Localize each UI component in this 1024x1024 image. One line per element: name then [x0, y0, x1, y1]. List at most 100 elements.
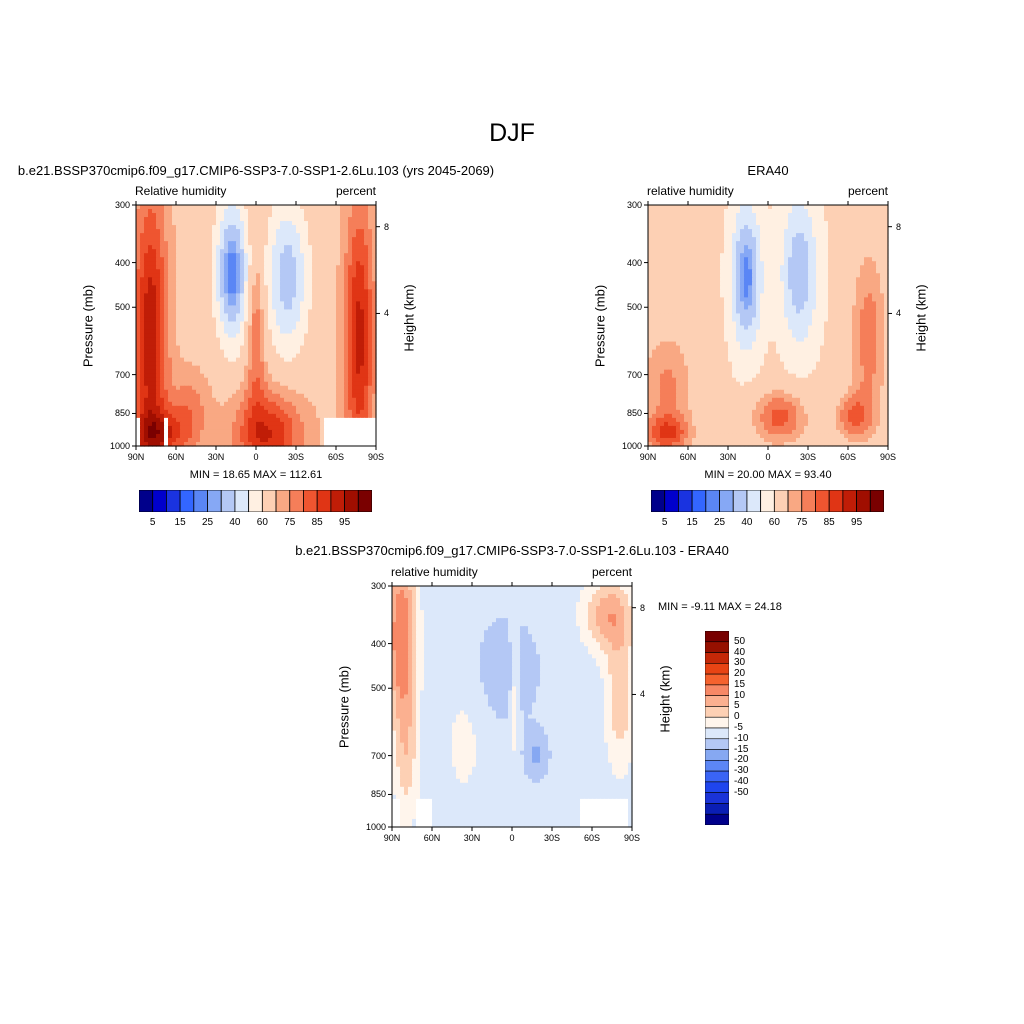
contour-cell	[164, 437, 169, 443]
contour-cell	[220, 277, 225, 282]
contour-cell	[824, 237, 829, 242]
contour-cell	[760, 261, 765, 266]
contour-cell	[768, 245, 773, 250]
contour-cell	[328, 233, 333, 238]
contour-cell	[288, 393, 293, 399]
contour-cell	[168, 405, 173, 411]
y-tick-label: 1000	[109, 441, 130, 451]
contour-cell	[136, 253, 141, 258]
contour-cell	[316, 277, 321, 282]
contour-cell	[368, 421, 373, 427]
contour-cell	[292, 361, 297, 367]
contour-cell	[160, 389, 165, 395]
contour-cell	[316, 337, 321, 343]
contour-cell	[224, 245, 229, 250]
contour-cell	[304, 401, 309, 407]
contour-cell	[216, 313, 221, 319]
contour-cell	[260, 329, 265, 335]
contour-cell	[184, 273, 189, 278]
contour-cell	[252, 253, 257, 258]
contour-cell	[840, 217, 845, 222]
contour-cell	[744, 253, 749, 258]
contour-cell	[204, 229, 209, 234]
contour-cell	[692, 269, 697, 274]
contour-cell	[148, 321, 153, 327]
contour-cell	[308, 409, 313, 415]
contour-cell	[176, 273, 181, 278]
contour-cell	[140, 285, 145, 290]
contour-cell	[172, 329, 177, 335]
contour-cell	[228, 365, 233, 371]
contour-cell	[264, 229, 269, 234]
contour-cell	[740, 225, 745, 230]
contour-cell	[140, 269, 145, 274]
contour-cell	[720, 241, 725, 246]
contour-cell	[272, 425, 277, 431]
contour-cell	[204, 317, 209, 323]
contour-cell	[320, 297, 325, 302]
contour-cell	[344, 301, 349, 307]
contour-cell	[272, 233, 277, 238]
contour-cell	[796, 265, 801, 270]
contour-cell	[768, 205, 773, 210]
contour-cell	[804, 245, 809, 250]
contour-cell	[676, 289, 681, 294]
contour-cell	[340, 277, 345, 282]
contour-cell	[172, 269, 177, 274]
contour-cell	[196, 433, 201, 439]
contour-cell	[712, 269, 717, 274]
contour-cell	[356, 293, 361, 298]
contour-cell	[324, 397, 329, 403]
contour-cell	[256, 237, 261, 242]
contour-cell	[304, 241, 309, 246]
contour-cell	[704, 245, 709, 250]
contour-cell	[176, 241, 181, 246]
contour-cell	[736, 289, 741, 294]
contour-cell	[252, 229, 257, 234]
contour-cell	[200, 401, 205, 407]
contour-cell	[280, 281, 285, 286]
contour-cell	[648, 245, 653, 250]
contour-cell	[224, 441, 229, 447]
contour-cell	[328, 333, 333, 339]
contour-cell	[224, 253, 229, 258]
contour-cell	[352, 421, 357, 427]
contour-cell	[264, 253, 269, 258]
contour-cell	[776, 289, 781, 294]
contour-cell	[228, 425, 233, 431]
contour-cell	[672, 285, 677, 290]
contour-cell	[284, 313, 289, 319]
contour-cell	[368, 293, 373, 298]
contour-cell	[228, 309, 233, 315]
contour-cell	[368, 425, 373, 431]
contour-cell	[344, 413, 349, 419]
contour-cell	[256, 341, 261, 347]
contour-cell	[824, 261, 829, 266]
contour-cell	[200, 429, 205, 435]
contour-cell	[348, 265, 353, 270]
contour-cell	[220, 245, 225, 250]
contour-cell	[140, 377, 145, 383]
contour-cell	[264, 309, 269, 315]
contour-cell	[268, 333, 273, 339]
contour-cell	[304, 321, 309, 327]
contour-cell	[148, 417, 153, 423]
contour-cell	[168, 349, 173, 355]
contour-cell	[736, 293, 741, 298]
contour-cell	[856, 261, 861, 266]
contour-cell	[236, 205, 241, 210]
contour-cell	[312, 237, 317, 242]
contour-cell	[796, 277, 801, 282]
contour-cell	[340, 333, 345, 339]
contour-cell	[212, 425, 217, 431]
contour-cell	[156, 337, 161, 343]
contour-cell	[340, 213, 345, 218]
contour-cell	[248, 425, 253, 431]
contour-cell	[356, 381, 361, 387]
contour-cell	[292, 389, 297, 395]
contour-cell	[180, 313, 185, 319]
contour-cell	[164, 281, 169, 286]
contour-cell	[208, 237, 213, 242]
contour-cell	[796, 289, 801, 294]
contour-cell	[844, 205, 849, 210]
